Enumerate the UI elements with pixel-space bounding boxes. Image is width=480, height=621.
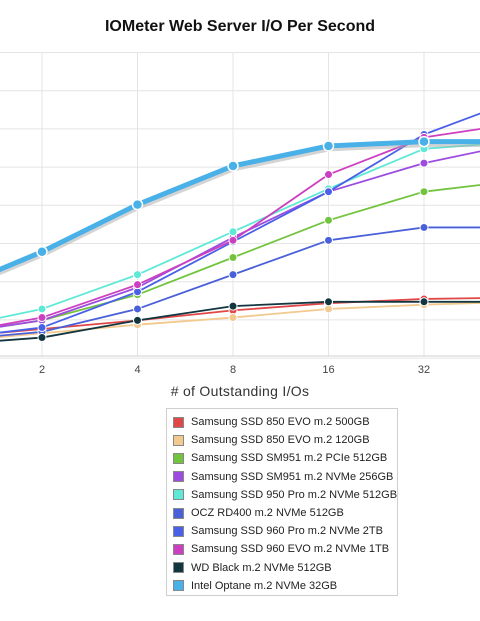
data-point — [324, 215, 333, 225]
data-point — [36, 246, 48, 258]
legend-label: Samsung SSD 850 EVO m.2 500GB — [191, 416, 370, 429]
legend-item: Intel Optane m.2 NVMe 32GB — [173, 577, 391, 595]
series-lines — [0, 112, 480, 343]
legend-item: WD Black m.2 NVMe 512GB — [173, 559, 391, 577]
data-point — [37, 304, 47, 314]
legend-item: Samsung SSD 950 Pro m.2 NVMe 512GB — [173, 486, 397, 504]
legend-item: OCZ RD400 m.2 NVMe 512GB — [173, 504, 391, 522]
line-chart: 2 4 8 16 32 — [0, 52, 480, 376]
data-point — [133, 270, 142, 280]
data-point — [37, 313, 47, 323]
data-point — [419, 187, 429, 197]
series-line — [0, 139, 480, 273]
data-point — [228, 313, 238, 323]
legend-swatch — [173, 507, 184, 519]
data-point — [228, 270, 238, 280]
x-tick-label: 4 — [134, 364, 140, 376]
series-9 — [0, 135, 480, 276]
x-tick-label: 2 — [39, 364, 45, 376]
legend-label: Samsung SSD SM951 m.2 PCIe 512GB — [191, 452, 388, 465]
series-line — [0, 300, 480, 342]
legend-item: Samsung SSD 850 EVO m.2 500GB — [173, 413, 391, 431]
data-point — [228, 252, 238, 262]
legend-swatch — [173, 562, 184, 574]
x-tick-label: 16 — [322, 364, 334, 376]
legend-label: Samsung SSD 960 Pro m.2 NVMe 2TB — [191, 525, 383, 538]
data-point — [324, 297, 333, 307]
legend-item: Samsung SSD SM951 m.2 NVMe 256GB — [173, 468, 394, 486]
legend-swatch — [173, 434, 184, 446]
data-point — [228, 301, 238, 311]
data-point — [227, 160, 239, 172]
data-point — [133, 315, 142, 325]
legend-label: OCZ RD400 m.2 NVMe 512GB — [191, 507, 344, 520]
data-point — [228, 227, 238, 237]
series-line — [0, 112, 480, 334]
x-tick-labels: 2 4 8 16 32 — [39, 364, 430, 376]
x-axis-label: # of Outstanding I/Os — [170, 383, 310, 399]
data-point — [37, 323, 47, 333]
legend: Samsung SSD 850 EVO m.2 500GB Samsung SSD… — [166, 408, 398, 596]
legend-swatch — [173, 580, 184, 592]
data-point — [419, 297, 429, 307]
legend-swatch — [173, 416, 184, 428]
data-point — [133, 280, 142, 290]
data-point — [418, 135, 430, 148]
data-point — [324, 187, 333, 197]
data-point — [419, 222, 429, 232]
legend-label: WD Black m.2 NVMe 512GB — [191, 561, 332, 574]
legend-swatch — [173, 452, 184, 464]
legend-swatch — [173, 543, 184, 555]
legend-label: Samsung SSD 850 EVO m.2 120GB — [191, 434, 370, 447]
x-tick-label: 8 — [230, 364, 236, 376]
data-point — [322, 140, 335, 152]
data-point — [37, 333, 47, 343]
legend-item: Samsung SSD 960 Pro m.2 NVMe 2TB — [173, 522, 391, 540]
x-tick-label: 32 — [418, 364, 430, 376]
series-line — [0, 184, 480, 328]
legend-swatch — [173, 489, 184, 501]
legend-label: Intel Optane m.2 NVMe 32GB — [191, 579, 338, 592]
chart-title: IOMeter Web Server I/O Per Second — [104, 18, 376, 35]
data-point — [324, 170, 333, 180]
legend-label: Samsung SSD SM951 m.2 NVMe 256GB — [191, 470, 394, 483]
legend-item: Samsung SSD SM951 m.2 PCIe 512GB — [173, 449, 391, 467]
series-2 — [0, 184, 480, 328]
legend-swatch — [173, 471, 184, 483]
series-8 — [0, 297, 480, 343]
data-point — [419, 158, 429, 168]
legend-label: Samsung SSD 950 Pro m.2 NVMe 512GB — [191, 488, 398, 501]
legend-item: Samsung SSD 850 EVO m.2 120GB — [173, 431, 391, 449]
data-point — [131, 198, 144, 211]
series-line — [0, 226, 480, 337]
legend-label: Samsung SSD 960 EVO m.2 NVMe 1TB — [191, 543, 390, 556]
data-point — [324, 235, 333, 245]
legend-item: Samsung SSD 960 EVO m.2 NVMe 1TB — [173, 540, 391, 558]
data-point — [228, 235, 238, 245]
legend-swatch — [173, 525, 184, 537]
data-point — [133, 304, 142, 314]
